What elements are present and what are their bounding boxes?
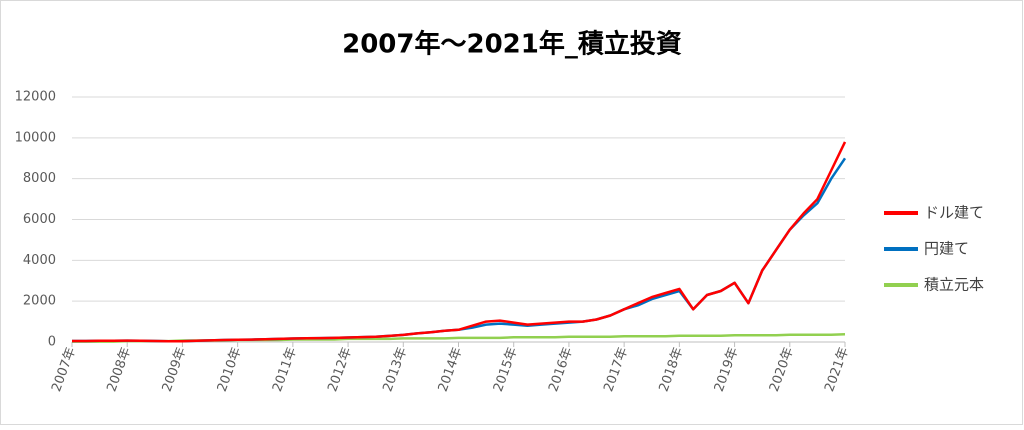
legend-label: 積立元本 (924, 276, 984, 294)
y-tick-label: 8000 (23, 171, 56, 186)
y-tick-label: 12000 (15, 90, 56, 105)
y-tick-label: 0 (48, 335, 56, 350)
y-tick-label: 6000 (23, 212, 56, 227)
series-line (72, 141, 847, 343)
y-tick-label: 4000 (23, 253, 56, 268)
y-tick-label: 10000 (15, 130, 56, 145)
chart-title: 2007年～2021年_積立投資 (342, 29, 682, 60)
legend-label: ドル建て (924, 204, 984, 222)
y-tick-label: 2000 (23, 294, 56, 309)
legend-label: 円建て (924, 240, 969, 258)
